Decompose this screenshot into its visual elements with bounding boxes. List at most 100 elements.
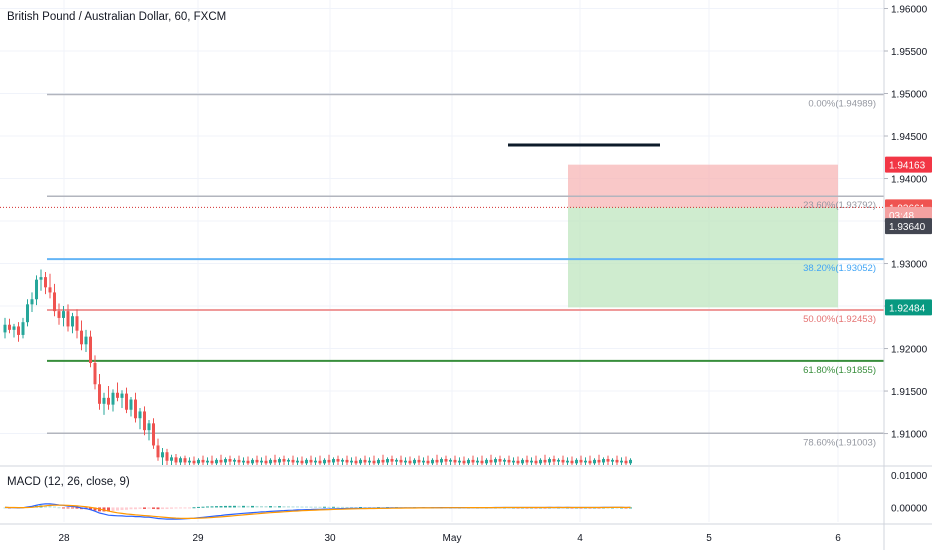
candle (134, 392, 137, 423)
candle-body (377, 459, 380, 464)
candle-body (350, 460, 353, 463)
candle (26, 299, 29, 327)
candle (525, 455, 529, 465)
candle (156, 438, 160, 461)
candle (192, 456, 196, 465)
time-tick-label: 28 (58, 533, 70, 544)
candle-body (62, 311, 65, 318)
candle (408, 456, 412, 465)
candle (53, 283, 56, 317)
candle-body (192, 460, 196, 464)
candle-body (219, 459, 223, 463)
macd-histogram-bar (219, 506, 223, 508)
macd-histogram-bar (300, 506, 304, 508)
candle-body (435, 459, 439, 463)
candle-body (323, 459, 326, 464)
candle (80, 320, 83, 351)
candle (597, 454, 601, 465)
candle (561, 455, 565, 465)
signal-line (4, 504, 631, 519)
candle (17, 322, 20, 342)
candle-body (471, 459, 475, 463)
candle-body (413, 459, 416, 464)
macd-histogram-bar (71, 507, 74, 509)
macd-histogram-bar (264, 506, 268, 508)
time-tick-label: 4 (577, 533, 583, 544)
fib-level-label: 61.80%(1.91855) (803, 365, 876, 376)
candle-body (296, 460, 299, 463)
candle-body (530, 460, 533, 463)
macd-histogram-bar (93, 507, 97, 511)
fib-level-label: 38.20%(1.93052) (803, 263, 876, 274)
candle-body (426, 460, 430, 464)
time-tick-label: 5 (706, 533, 712, 544)
candle (21, 317, 25, 339)
candle (462, 456, 466, 465)
macd-histogram-bar (143, 507, 146, 509)
candle (350, 457, 353, 465)
candle (215, 458, 218, 465)
price-tag (885, 156, 932, 173)
macd-histogram-bar (341, 506, 344, 508)
candle (183, 455, 187, 465)
candle-body (251, 459, 254, 464)
candle-body (156, 445, 160, 458)
candle (584, 457, 587, 465)
macd-histogram-bar (287, 506, 290, 508)
time-tick-label: May (443, 533, 462, 544)
candle (575, 458, 578, 465)
price-tick-label: 1.95000 (891, 90, 928, 101)
stop-loss-zone (568, 164, 838, 208)
macd-histogram-bar (345, 506, 349, 508)
candle-body (458, 460, 461, 463)
candle (305, 458, 308, 465)
chart-title: British Pound / Australian Dollar, 60, F… (7, 11, 226, 23)
macd-histogram-bar (156, 507, 160, 510)
candle (458, 457, 461, 465)
macd-histogram-bar (134, 507, 137, 510)
price-tag-label: 1.92484 (889, 303, 926, 314)
macd-histogram-bar (332, 506, 335, 508)
macd-histogram-bar (305, 506, 308, 508)
macd-histogram-bar (165, 507, 169, 510)
candle-body (561, 459, 565, 463)
candle-body (291, 459, 295, 463)
candle-body (165, 452, 169, 461)
time-axis: 28 29 30 May 4 5 6 (0, 523, 932, 544)
candle-body (255, 459, 259, 463)
candle-body (462, 460, 466, 464)
macd-tick-label: 0.01000 (891, 471, 928, 482)
macd-histogram-bar (120, 507, 124, 510)
candle (530, 457, 533, 465)
price-tick-label: 1.91000 (891, 430, 928, 441)
candle (494, 457, 497, 465)
macd-histogram-bar (197, 506, 200, 508)
macd-histogram-bar (192, 507, 196, 509)
candle (161, 447, 164, 465)
candle-body (606, 459, 610, 462)
candle-body (161, 452, 164, 458)
candle (251, 458, 254, 465)
price-tag-label: 1.94163 (889, 161, 926, 172)
candle-body (80, 330, 83, 345)
candle (485, 458, 488, 465)
candle (120, 390, 124, 409)
candle-body (467, 459, 470, 464)
candle-body (404, 460, 407, 463)
candle (435, 454, 439, 465)
macd-histogram-bar (359, 507, 362, 509)
macd-histogram-bar (53, 506, 56, 508)
macd-histogram-bar (309, 506, 313, 508)
macd-histogram-bar (188, 507, 191, 509)
candle (242, 457, 245, 465)
candle-body (30, 299, 34, 305)
fib-level-label: 23.60%(1.93792) (803, 200, 876, 211)
price-tick-label: 1.92000 (891, 345, 928, 356)
candle-body (138, 411, 142, 419)
candle-body (35, 279, 38, 300)
candle (255, 455, 259, 465)
candle-body (188, 460, 191, 463)
candle-body (417, 459, 421, 463)
